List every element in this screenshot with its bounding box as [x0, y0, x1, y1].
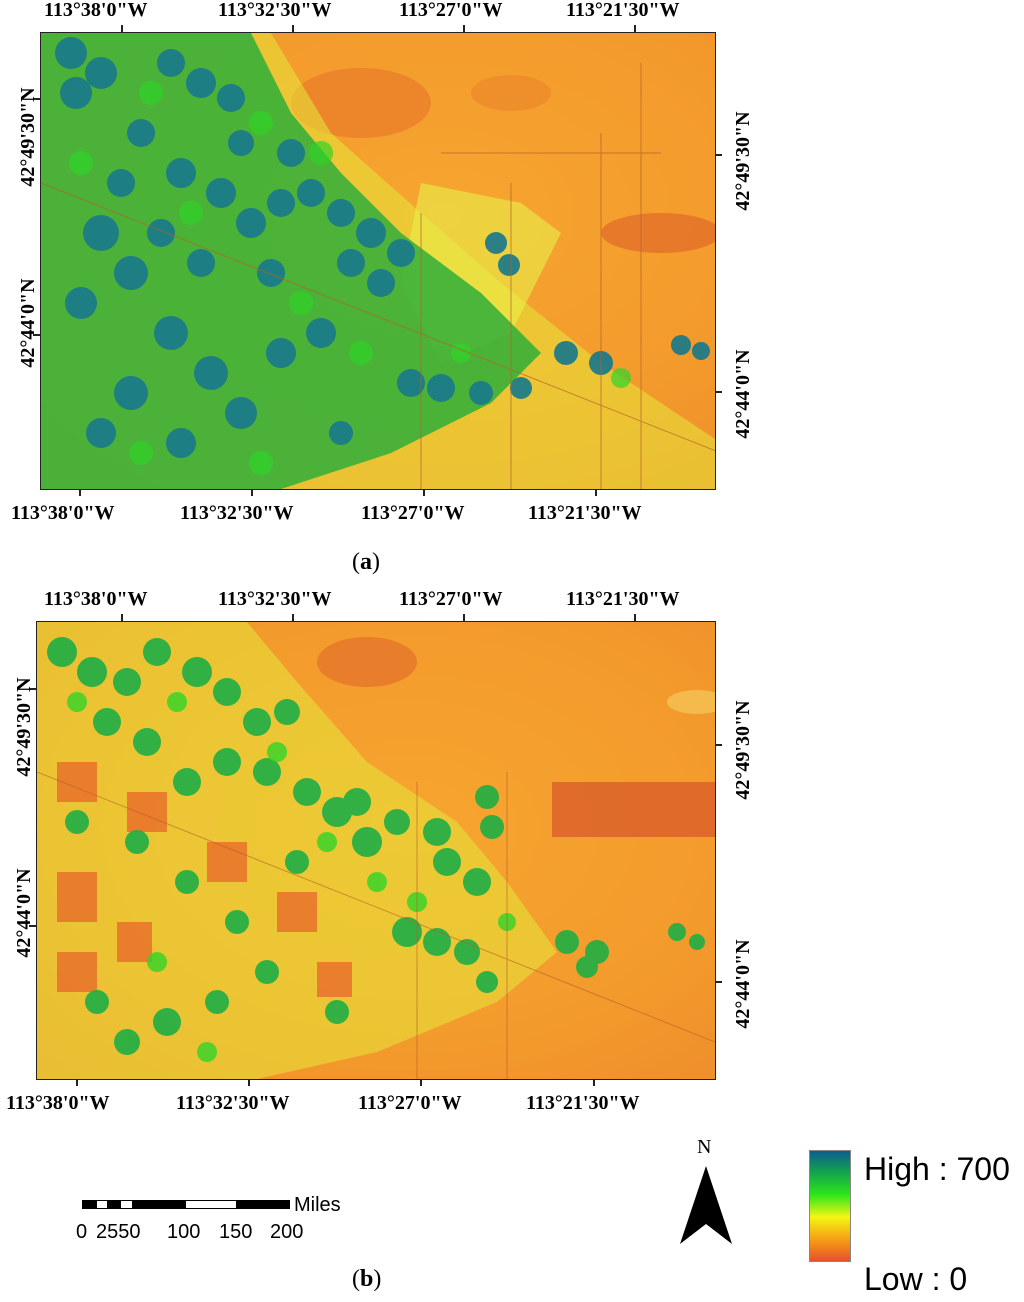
tick [248, 1079, 250, 1086]
lon-label-bottom-4: 113°21'30"W [528, 502, 642, 524]
tick [33, 334, 40, 336]
tick [29, 688, 36, 690]
lat-label-right-2: 42°44'0"N [732, 349, 754, 439]
tick [715, 154, 722, 156]
tick [251, 489, 253, 496]
scale-segment [237, 1200, 290, 1209]
scale-unit: Miles [294, 1194, 341, 1216]
map-raster-a [41, 33, 715, 489]
tick [292, 25, 294, 32]
tick [715, 744, 722, 746]
tick [595, 489, 597, 496]
legend-high-label: High : 700 [864, 1151, 1010, 1187]
north-arrow-icon [680, 1166, 732, 1244]
legend-color-ramp [809, 1150, 851, 1262]
scale-segment [133, 1200, 185, 1209]
lat-label-right-1: 42°49'30"N [732, 111, 754, 211]
lon-label-top-3: 113°27'0"W [399, 588, 503, 610]
lon-label-top-1: 113°38'0"W [44, 0, 148, 21]
tick [634, 25, 636, 32]
lon-label-bottom-3: 113°27'0"W [361, 502, 465, 524]
map-image-b [36, 621, 716, 1080]
lon-label-top-1: 113°38'0"W [44, 588, 148, 610]
lat-label-left-2: 42°44'0"N [17, 278, 39, 368]
lon-label-bottom-2: 113°32'30"W [176, 1092, 290, 1114]
tick [423, 489, 425, 496]
lon-label-top-2: 113°32'30"W [218, 588, 332, 610]
north-arrow-label: N [697, 1136, 712, 1158]
lat-label-right-2: 42°44'0"N [732, 939, 754, 1029]
lon-label-top-3: 113°27'0"W [399, 0, 503, 21]
tick [33, 98, 40, 100]
tick [121, 614, 123, 621]
lon-label-bottom-1: 113°38'0"W [6, 1092, 110, 1114]
map-image-a [40, 32, 716, 490]
lon-label-bottom-1: 113°38'0"W [11, 502, 115, 524]
tick [79, 489, 81, 496]
scale-segment [82, 1200, 96, 1209]
tick [715, 981, 722, 983]
tick [463, 614, 465, 621]
lat-label-right-1: 42°49'30"N [732, 700, 754, 800]
legend-low-label: Low : 0 [864, 1261, 968, 1297]
lon-label-top-2: 113°32'30"W [218, 0, 332, 21]
scale-tick-label: 100 [167, 1221, 201, 1243]
lon-label-top-4: 113°21'30"W [566, 588, 680, 610]
tick [76, 1079, 78, 1086]
scale-segment [185, 1200, 237, 1209]
scale-tick-label: 200 [270, 1221, 304, 1243]
lat-label-left-1: 42°49'30"N [17, 87, 39, 187]
scale-segment [96, 1200, 108, 1209]
panel-caption-a: (a) [352, 549, 380, 575]
scale-segment [120, 1200, 133, 1209]
tick [593, 1079, 595, 1086]
tick [715, 391, 722, 393]
tick [29, 925, 36, 927]
scale-tick-label: 2550 [96, 1221, 141, 1243]
tick [292, 614, 294, 621]
scale-tick-label: 0 [76, 1221, 88, 1243]
scale-segment [108, 1200, 120, 1209]
tick [463, 25, 465, 32]
lat-label-left-2: 42°44'0"N [13, 868, 35, 958]
map-raster-b [37, 622, 715, 1079]
lon-label-bottom-2: 113°32'30"W [180, 502, 294, 524]
lon-label-top-4: 113°21'30"W [566, 0, 680, 21]
tick [121, 25, 123, 32]
lat-label-left-1: 42°49'30"N [13, 677, 35, 777]
tick [634, 614, 636, 621]
lon-label-bottom-3: 113°27'0"W [358, 1092, 462, 1114]
panel-caption-b: (b) [352, 1266, 382, 1292]
tick [420, 1079, 422, 1086]
scale-tick-label: 150 [219, 1221, 253, 1243]
lon-label-bottom-4: 113°21'30"W [526, 1092, 640, 1114]
